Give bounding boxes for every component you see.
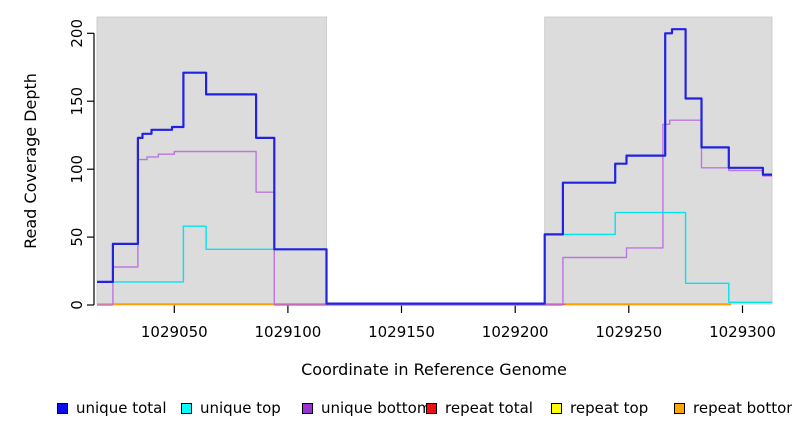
legend-label: unique bottom <box>321 399 432 417</box>
masked-region <box>96 16 327 305</box>
y-tick-label: 50 <box>68 228 86 247</box>
legend-swatch-icon <box>302 402 313 414</box>
x-axis-title: Coordinate in Reference Genome <box>301 360 567 379</box>
legend-item-unique-top: unique top <box>181 399 281 417</box>
legend-swatch-icon <box>57 402 68 414</box>
x-tick-label: 1029150 <box>368 323 435 341</box>
y-tick-label: 0 <box>68 300 86 310</box>
x-tick-label: 1029100 <box>254 323 321 341</box>
y-tick-label: 100 <box>68 155 86 184</box>
x-tick-label: 1029050 <box>141 323 208 341</box>
x-tick-label: 1029200 <box>482 323 549 341</box>
masked-region <box>544 16 773 305</box>
legend-label: repeat bottom <box>693 399 792 417</box>
x-tick-label: 1029250 <box>595 323 662 341</box>
y-tick-label: 200 <box>68 19 86 48</box>
y-axis-title: Read Coverage Depth <box>21 73 40 249</box>
legend-label: unique top <box>200 399 281 417</box>
legend-swatch-icon <box>181 402 192 414</box>
legend-item-repeat-top: repeat top <box>551 399 648 417</box>
series-line-unique-bottom <box>97 119 772 306</box>
coverage-plot-canvas: 0 50 100 150 200 1029050 1029100 1029150 1029200… <box>21 16 776 379</box>
legend-swatch-icon <box>551 402 562 414</box>
legend-label: unique total <box>76 399 167 417</box>
legend-item-unique-bottom: unique bottom <box>302 399 431 417</box>
legend: unique total unique top unique bottom repea… <box>0 399 792 421</box>
legend-item-repeat-bottom: repeat bottom <box>674 399 792 417</box>
legend-item-unique-total: unique total <box>57 399 167 417</box>
legend-label: repeat top <box>570 399 649 417</box>
legend-swatch-icon <box>674 402 685 414</box>
y-tick-label: 150 <box>68 87 86 116</box>
legend-label: repeat total <box>445 399 533 417</box>
legend-item-repeat-total: repeat total <box>426 399 533 417</box>
x-tick-label: 1029300 <box>709 323 776 341</box>
series-line-unique-total <box>97 28 772 305</box>
legend-swatch-icon <box>426 402 437 414</box>
